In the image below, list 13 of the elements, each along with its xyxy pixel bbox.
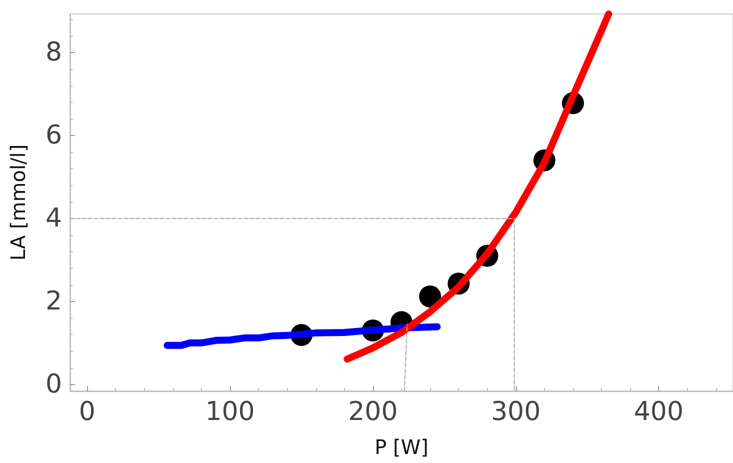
x-tick-label: 400 bbox=[634, 397, 684, 427]
x-axis-title: P [W] bbox=[374, 435, 428, 459]
y-tick-label: 4 bbox=[45, 203, 62, 234]
y-tick-label: 8 bbox=[45, 38, 62, 68]
x-tick-label: 100 bbox=[205, 397, 255, 427]
x-tick-label: 300 bbox=[490, 397, 541, 427]
y-tick-label: 0 bbox=[45, 369, 62, 400]
y-tick-label: 6 bbox=[45, 120, 62, 151]
x-tick-label: 0 bbox=[78, 397, 96, 427]
y-axis-title: LA [mmol/l] bbox=[6, 144, 30, 261]
y-tick-label: 2 bbox=[45, 286, 62, 316]
x-tick-label: 200 bbox=[348, 397, 398, 427]
point bbox=[419, 285, 442, 308]
